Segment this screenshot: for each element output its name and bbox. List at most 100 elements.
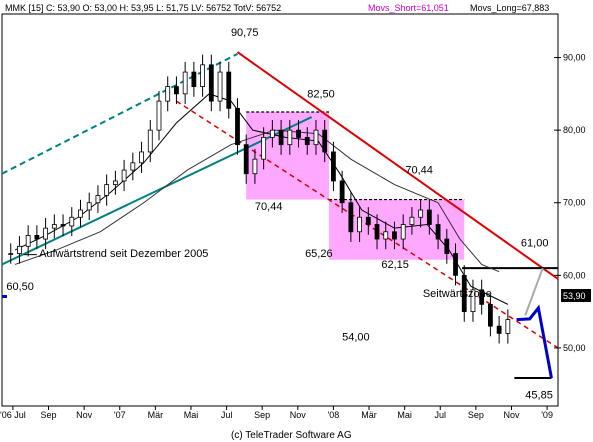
annotation-label: 60,50 — [6, 281, 34, 293]
annotations: 90,75 82,50 70,44 70,44 65,26 62,15 61,00 60,50… — [6, 27, 552, 402]
price-candle — [409, 216, 415, 225]
x-axis-ticks: '06 Jul Sep Nov '07 Mär Mai Jul Sep Nov '08 Mär Mai… — [0, 406, 553, 420]
price-candle — [121, 169, 127, 182]
price-candle — [252, 158, 258, 175]
price-candle — [60, 224, 66, 227]
x-tick-label: Sep — [254, 410, 270, 420]
price-candle — [296, 129, 301, 138]
price-candle — [200, 64, 205, 87]
annotation-label: 70,44 — [255, 201, 283, 213]
y-axis-ticks: 50,00 60,00 70,00 80,00 90,00 — [554, 53, 586, 353]
price-candle — [174, 86, 179, 95]
plot-frame — [1, 13, 559, 407]
price-candle — [139, 151, 144, 164]
price-candle — [226, 71, 232, 109]
price-candle — [348, 202, 354, 233]
annotation-label: 65,26 — [305, 248, 333, 260]
projection-alt-line — [524, 267, 544, 316]
copyright: (c) TeleTrader Software AG — [231, 430, 352, 441]
price-candle — [147, 129, 153, 153]
annotation-label: 82,50 — [307, 88, 335, 100]
price-candle — [17, 245, 22, 254]
price-candle — [470, 289, 476, 313]
price-candle — [269, 129, 275, 138]
price-candle — [488, 303, 493, 327]
header-quote: C: 53,90 O: 53,00 H: 53,95 L: 51,75 LV: … — [46, 3, 281, 13]
price-candle — [357, 216, 362, 233]
y-tick-label: 80,00 — [563, 125, 586, 135]
last-price-box — [561, 289, 591, 302]
price-candle — [51, 224, 57, 229]
x-tick-label: Nov — [503, 410, 520, 420]
annotation-label: 61,00 — [521, 237, 549, 249]
price-candle — [261, 137, 267, 160]
x-tick-label: '09 — [541, 410, 553, 420]
price-candle — [453, 253, 458, 276]
price-candle — [461, 274, 467, 313]
annotation-label: 90,75 — [231, 27, 259, 39]
price-candle — [339, 180, 345, 204]
x-tick-label: '06 Jul — [0, 410, 26, 420]
price-bars — [8, 54, 511, 344]
header-ma-long: Movs_Long=67,883 — [470, 3, 549, 13]
price-candle — [191, 71, 197, 87]
uptrend-upper-line — [1, 53, 238, 175]
annotation-label: 54,00 — [342, 332, 370, 344]
price-candle — [156, 100, 162, 131]
y-tick-label: 50,00 — [563, 343, 586, 353]
x-tick-label: '08 — [328, 410, 340, 420]
price-candle — [34, 235, 40, 240]
y-tick-label: 60,00 — [563, 270, 586, 280]
y-tick-label: 90,00 — [563, 53, 586, 63]
price-candle — [374, 224, 380, 240]
x-tick-label: Mai — [397, 410, 412, 420]
price-candle — [8, 253, 14, 255]
price-candle — [444, 238, 450, 254]
price-candle — [86, 202, 92, 211]
range-box — [246, 112, 330, 200]
projection-line — [516, 304, 553, 379]
price-candle — [435, 224, 441, 240]
x-tick-label: Mai — [184, 410, 199, 420]
downtrend-upper-line — [236, 51, 559, 280]
price-candle — [479, 289, 485, 305]
price-candle — [25, 235, 31, 247]
price-candle — [78, 209, 83, 218]
annotation-label: 45,85 — [525, 390, 553, 402]
price-candle — [104, 184, 110, 196]
annotation-label: 62,15 — [381, 259, 409, 271]
x-tick-label: Sep — [41, 410, 57, 420]
uptrend-support-line — [1, 116, 313, 266]
header-symbol: MMK [15] — [5, 3, 44, 13]
price-candle — [418, 209, 424, 218]
price-candle — [304, 137, 310, 146]
price-candle — [112, 180, 118, 185]
x-tick-label: Mär — [361, 410, 377, 420]
price-candle — [331, 151, 336, 182]
annotation-label: Seitwärtszone — [423, 288, 492, 300]
price-candle — [400, 224, 406, 240]
price-candle — [313, 129, 319, 146]
price-candle — [426, 209, 432, 225]
price-candle — [278, 129, 284, 146]
price-candle — [322, 129, 328, 153]
price-candle — [69, 216, 75, 227]
x-tick-label: Jul — [221, 410, 233, 420]
x-tick-label: Nov — [290, 410, 307, 420]
x-tick-label: Nov — [76, 410, 93, 420]
ma-short-line — [14, 93, 509, 305]
price-candle — [383, 231, 389, 240]
y-tick-label: 70,00 — [563, 198, 586, 208]
price-candle — [182, 71, 188, 95]
price-candle — [365, 216, 371, 225]
annotation-label: Aufwärtstrend seit Dezember 2005 — [39, 248, 208, 260]
price-candle — [505, 319, 511, 334]
x-tick-label: '07 — [114, 410, 126, 420]
price-candle — [43, 227, 49, 240]
projection — [516, 267, 553, 379]
price-candle — [243, 144, 249, 175]
price-candle — [217, 71, 223, 102]
last-price-label: 53,90 — [563, 291, 586, 301]
price-candle — [208, 64, 214, 102]
